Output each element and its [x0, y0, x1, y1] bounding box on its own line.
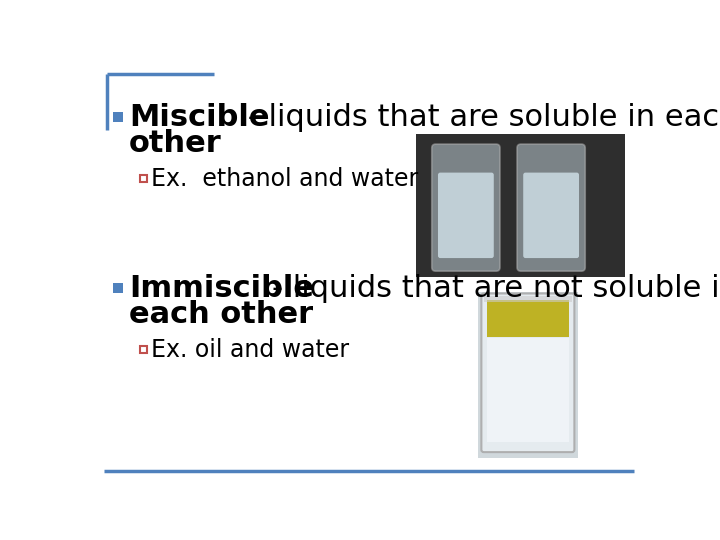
Bar: [484, 296, 572, 302]
Bar: [140, 346, 148, 353]
Bar: [487, 338, 569, 442]
Text: Immiscible: Immiscible: [129, 274, 314, 302]
Text: each other: each other: [129, 300, 313, 329]
Text: Ex. oil and water: Ex. oil and water: [151, 338, 349, 362]
FancyBboxPatch shape: [438, 173, 494, 258]
Bar: [113, 283, 123, 293]
Bar: [487, 300, 569, 336]
Text: - liquids that are soluble in each: - liquids that are soluble in each: [238, 103, 720, 132]
Text: Miscible: Miscible: [129, 103, 269, 132]
Bar: [477, 292, 578, 457]
Bar: [140, 176, 148, 182]
Bar: [113, 112, 123, 122]
Text: - liquids that are not soluble in: - liquids that are not soluble in: [272, 274, 720, 302]
FancyBboxPatch shape: [482, 294, 575, 452]
FancyBboxPatch shape: [523, 173, 579, 258]
Text: other: other: [129, 129, 222, 158]
FancyBboxPatch shape: [432, 144, 500, 271]
Text: Ex.  ethanol and water: Ex. ethanol and water: [151, 167, 418, 191]
FancyBboxPatch shape: [517, 144, 585, 271]
Bar: [415, 134, 625, 276]
